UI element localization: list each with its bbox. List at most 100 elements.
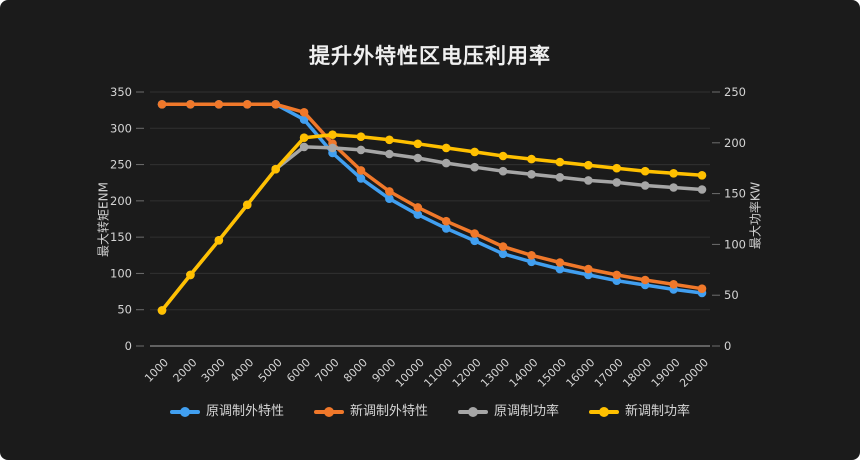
left-axis-tick-label: 300	[110, 121, 132, 135]
x-axis-tick-label: 14000	[507, 356, 541, 390]
data-point-marker	[441, 216, 451, 226]
data-point-marker	[186, 100, 195, 109]
data-point-marker	[470, 147, 479, 157]
legend-dot-icon	[599, 406, 610, 417]
right-axis-tick-label: 100	[724, 237, 746, 251]
x-axis-tick-label: 4000	[227, 356, 256, 385]
data-point-marker	[242, 100, 252, 109]
x-axis-tick-label: 17000	[592, 356, 626, 390]
series-line-原调制外特性	[160, 102, 704, 295]
x-axis-tick-label: 19000	[649, 356, 683, 390]
legend-label: 原调制外特性	[205, 404, 284, 419]
data-point-marker	[441, 224, 451, 233]
data-point-marker	[555, 157, 565, 167]
x-axis-tick-label: 18000	[620, 356, 654, 390]
chart-title: 提升外特性区电压利用率	[309, 44, 551, 68]
legend-line-marker-icon	[313, 406, 344, 417]
data-point-marker	[669, 169, 678, 178]
data-point-marker	[555, 173, 565, 182]
data-point-marker	[356, 145, 366, 155]
data-point-marker	[356, 166, 366, 175]
right-axis-tick-label: 200	[724, 136, 746, 150]
data-point-marker	[498, 151, 508, 161]
data-point-marker	[612, 163, 622, 173]
x-axis-tick-label: 1000	[142, 356, 171, 385]
data-point-marker	[498, 166, 508, 176]
x-axis-tick-label: 20000	[677, 356, 711, 390]
data-point-marker	[527, 257, 536, 267]
data-point-marker	[186, 270, 195, 280]
data-point-marker	[498, 249, 508, 259]
data-point-marker	[612, 178, 622, 187]
legend-line-marker-icon	[589, 406, 620, 417]
legend-line-marker-icon	[169, 406, 200, 417]
data-point-marker	[299, 108, 309, 117]
data-point-marker	[214, 100, 224, 109]
legend-item-原调制功率[interactable]: 原调制功率	[458, 405, 559, 418]
data-point-marker	[669, 183, 678, 192]
data-point-marker	[498, 242, 508, 251]
right-axis-tick-label: 0	[724, 339, 731, 353]
data-point-marker	[697, 171, 707, 180]
data-point-marker	[271, 164, 280, 174]
data-point-marker	[356, 132, 366, 141]
left-axis-tick-label: 200	[110, 194, 132, 208]
chart-legend: 原调制外特性 新调制外特性 原调制功率 新调制功率	[0, 405, 860, 418]
data-point-marker	[328, 130, 337, 139]
data-point-marker	[584, 264, 593, 274]
data-point-marker	[328, 143, 337, 153]
legend-line-marker-icon	[458, 406, 488, 417]
data-point-marker	[527, 170, 536, 179]
legend-dot-icon	[179, 406, 190, 417]
series-line-原调制功率	[160, 145, 704, 313]
data-point-marker	[640, 181, 650, 190]
data-point-marker	[356, 174, 366, 183]
data-point-marker	[413, 203, 423, 212]
data-point-marker	[555, 264, 565, 274]
series-line-新调制外特性	[160, 102, 704, 291]
x-axis-tick-label: 2000	[171, 356, 200, 385]
data-point-marker	[271, 100, 280, 109]
data-point-marker	[640, 166, 650, 176]
x-axis-tick-label: 7000	[313, 356, 342, 385]
left-axis-tick-label: 50	[117, 303, 132, 317]
data-point-marker	[413, 210, 423, 219]
legend-item-原调制外特性[interactable]: 原调制外特性	[169, 404, 284, 419]
x-axis-tick-label: 10000	[393, 356, 427, 390]
data-point-marker	[640, 275, 650, 285]
x-axis-tick-label: 11000	[421, 356, 455, 390]
legend-item-新调制外特性[interactable]: 新调制外特性	[313, 405, 428, 418]
right-axis-tick-label: 50	[724, 288, 739, 302]
data-point-marker	[157, 306, 167, 315]
data-point-marker	[242, 200, 252, 210]
data-point-marker	[527, 154, 536, 164]
data-point-marker	[385, 187, 394, 196]
data-point-marker	[385, 135, 394, 145]
x-axis-tick-label: 15000	[535, 356, 569, 390]
data-point-marker	[470, 162, 479, 172]
x-axis-tick-label: 8000	[341, 356, 370, 385]
data-point-marker	[470, 236, 479, 246]
legend-dot-icon	[468, 406, 478, 417]
data-point-marker	[385, 149, 394, 159]
data-point-marker	[299, 133, 309, 142]
data-point-marker	[669, 280, 678, 289]
left-axis-tick-label: 0	[125, 339, 132, 353]
data-point-marker	[441, 158, 451, 168]
x-axis-tick-label: 3000	[199, 356, 228, 385]
data-point-marker	[697, 284, 707, 294]
legend-dot-icon	[323, 406, 334, 417]
data-point-marker	[157, 100, 167, 109]
data-point-marker	[299, 142, 309, 152]
data-point-marker	[555, 258, 565, 267]
legend-label: 新调制功率	[625, 404, 691, 419]
data-point-marker	[385, 194, 394, 203]
data-point-marker	[413, 153, 423, 163]
left-axis-tick-label: 250	[110, 158, 132, 172]
x-axis-tick-label: 12000	[450, 356, 484, 390]
legend-item-新调制功率[interactable]: 新调制功率	[589, 405, 690, 418]
data-point-marker	[527, 251, 536, 260]
data-point-marker	[612, 270, 622, 280]
right-axis-tick-label: 150	[724, 187, 746, 201]
